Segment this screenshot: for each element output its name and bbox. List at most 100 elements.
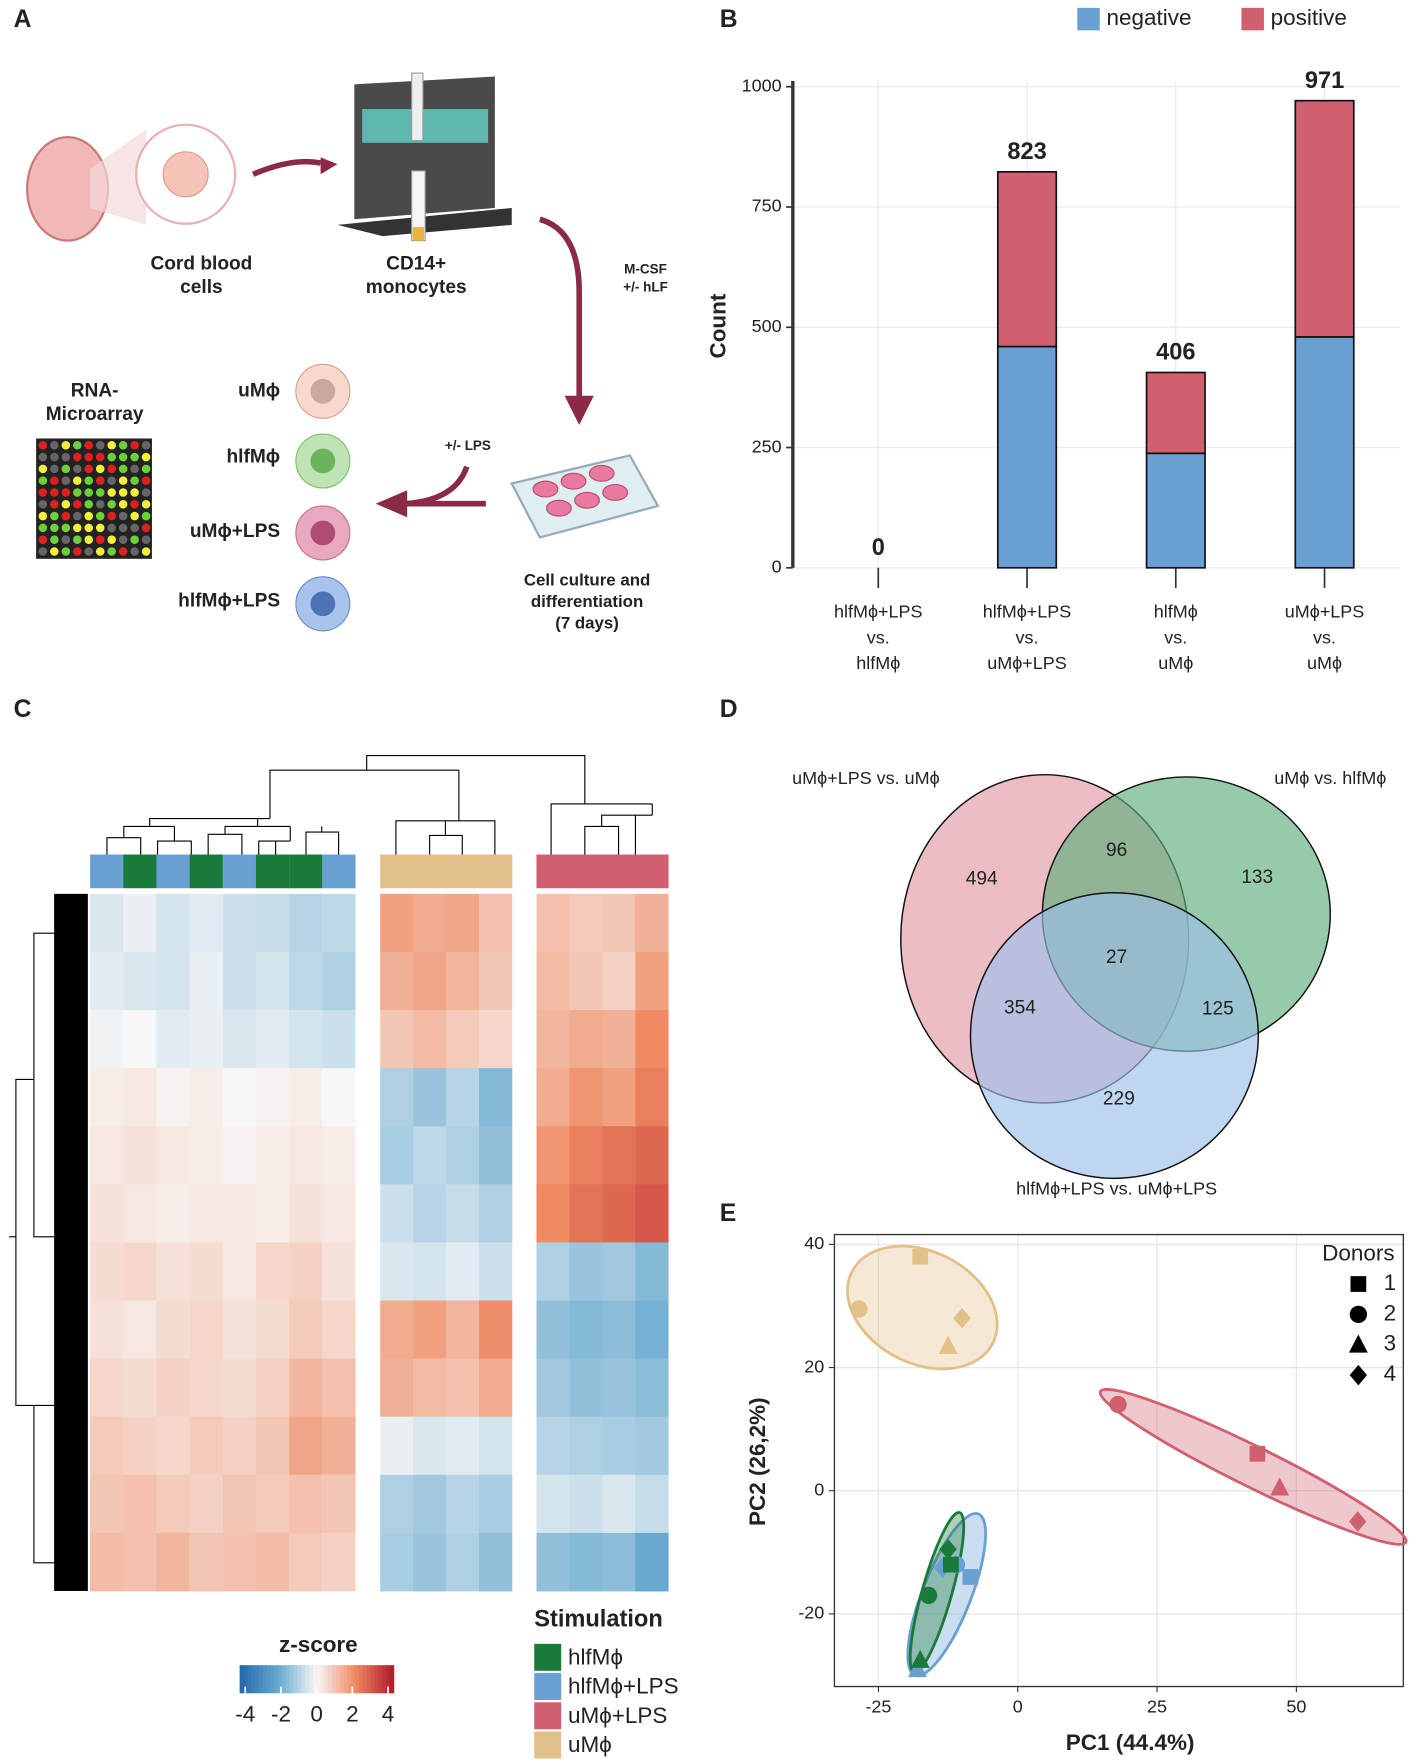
spot [118,440,128,450]
heatmap-cell [289,1416,323,1476]
heatmap-cell [322,1068,356,1127]
colorbar-step [301,1665,306,1694]
heatmap-cell [189,1532,223,1592]
colorbar-step [389,1665,395,1694]
heatmap-cell [156,1068,190,1127]
heatmap-cell [156,1126,190,1185]
legend-swatch [534,1643,562,1671]
colorbar-step [255,1665,260,1694]
cell-nucleus [310,591,336,617]
column-annotation [322,854,356,889]
spot [61,535,71,544]
heatmap-cell [289,1010,323,1069]
y-tick-label: 1000 [742,75,782,95]
cell-nucleus [310,448,336,474]
legend-swatch [534,1702,562,1730]
heatmap-cell [602,951,636,1011]
column-annotation [222,854,257,889]
spot [95,547,105,556]
diagram-label: (7 days) [555,613,619,632]
spot [118,452,128,462]
heatmap-cell [90,1126,124,1185]
point [962,1569,979,1585]
heatmap-cell [123,1184,157,1243]
column-annotation [289,854,323,889]
spot [38,464,48,474]
colorbar-step [332,1665,337,1694]
spot [73,511,82,521]
cell-nucleus [310,378,336,404]
colorbar-tick-label: 2 [346,1702,359,1727]
plot-area [834,1234,1404,1687]
heatmap-cell [446,951,480,1011]
spot [73,476,82,485]
diagram-label: CD14+ [386,253,446,274]
spot [107,464,116,474]
colorbar-step [297,1665,302,1694]
heatmap-cell [156,1358,190,1418]
heatmap-cell [536,1184,570,1243]
legend-label: hlfMϕ+LPS [568,1674,679,1699]
spot [61,440,71,450]
heatmap-cell [90,951,124,1011]
legend-title: Donors [1322,1241,1394,1266]
spot [141,511,151,521]
heatmap-cell [189,1416,223,1476]
cell-type-label: hlfMϕ+LPS [178,591,280,612]
heatmap-cell [413,1068,447,1127]
colorbar-step [305,1665,310,1694]
heatmap-cell [123,1242,157,1301]
spot [130,547,139,556]
point [1349,1511,1367,1532]
spot [95,464,105,474]
point [850,1300,868,1318]
heatmap-cell [536,1300,570,1360]
heatmap-cell [569,1532,603,1592]
heatmap-cell [446,893,480,953]
heatmap-cell [222,1358,257,1418]
heatmap-cell [635,951,669,1011]
heatmap-cell [322,951,356,1011]
column-annotation [635,854,669,889]
spot [95,476,105,485]
heatmap-cell [90,893,124,953]
heatmap-cell [189,1184,223,1243]
heatmap-cell [536,1416,570,1476]
column-annotation [413,854,447,889]
heatmap-cell [255,1416,290,1476]
heatmap-cell [602,1474,636,1534]
tube-rack [362,109,489,143]
colorbar-step [239,1665,245,1694]
colorbar-step [274,1665,279,1694]
row-dendrogram-branches [9,932,55,1564]
heatmap-cell [380,1242,414,1301]
colorbar-step [308,1665,314,1694]
cell-type-label: hlfMϕ [227,447,281,468]
spot [118,547,128,556]
heatmap-cell [255,1126,290,1185]
spot [61,464,71,474]
spot [38,476,48,485]
heatmap-cell [380,1358,414,1418]
region-count: 229 [1103,1089,1135,1110]
colorbar-step [355,1665,360,1694]
panel-label: A [14,6,32,33]
heatmap-cell [602,1184,636,1243]
point [939,1538,957,1560]
panel-label: B [720,6,738,33]
heatmap-cell [479,951,513,1011]
spot [107,547,116,556]
heatmap-cell [569,1126,603,1185]
spot [38,452,48,462]
zoom-cone [90,129,147,225]
heatmap-cell [189,1126,223,1185]
spot [141,523,151,533]
legend-label: positive [1271,5,1347,30]
heatmap-cell [189,1300,223,1360]
heatmap-cell [255,1532,290,1592]
x-tick-label: 25 [1147,1697,1167,1717]
heatmap-cell [635,1126,669,1185]
tube-pellet [412,227,425,241]
colorbar-step [362,1665,368,1694]
heatmap-cell [90,1010,124,1069]
